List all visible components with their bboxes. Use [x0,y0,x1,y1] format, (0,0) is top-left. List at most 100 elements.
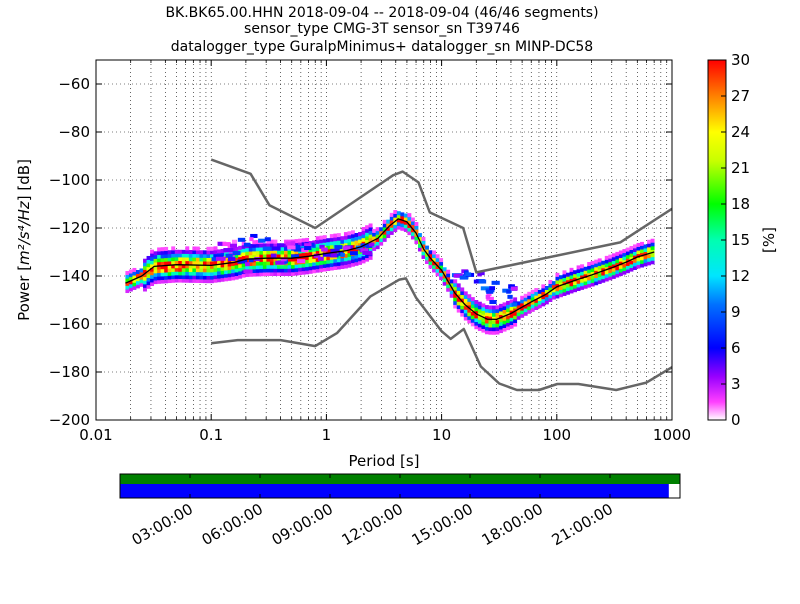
psd-cell [548,287,553,292]
psd-cell [234,257,239,262]
psd-cell [442,281,447,286]
psd-cell [358,253,362,258]
psd-cell [548,290,553,295]
psd-cell [185,267,190,272]
psd-cell [611,253,616,258]
psd-cell [178,253,183,258]
psd-cell [343,253,348,258]
psd-cell [319,239,324,244]
colorbar-tick-label: 24 [731,123,750,141]
psd-cell [597,265,602,270]
psd-cell [432,264,437,269]
psd-cell [164,275,169,280]
psd-cell [322,256,327,261]
psd-cell [266,254,271,259]
psd-cell [234,254,239,259]
psd-cell [171,246,176,251]
psd-cell [224,270,229,275]
timeline-tick-label: 18:00:00 [479,500,546,549]
psd-cell [477,319,482,324]
psd-cell [474,310,479,315]
psd-cell [223,248,234,253]
low-noise-model-line [211,277,672,392]
psd-cell [573,284,578,289]
psd-cell [354,232,359,237]
psd-cell [629,256,634,261]
psd-cell [273,268,278,273]
psd-cell [125,289,130,294]
psd-cell [643,248,648,253]
psd-cell [241,244,246,249]
psd-cell [625,265,630,270]
psd-cell [248,265,253,270]
psd-cell [400,223,405,228]
psd-cell [195,257,200,262]
psd-cell [511,302,518,307]
psd-cell [347,260,352,265]
psd-cell [425,259,429,264]
psd-cell [410,231,415,236]
psd-cell [150,253,155,258]
psd-cell [558,275,563,280]
psd-cell [551,295,556,300]
psd-cell [562,281,567,286]
psd-cell [393,220,398,225]
psd-cell [647,254,652,259]
colorbar-tick-label: 3 [731,375,741,393]
psd-cell [509,306,514,311]
psd-cell [558,289,563,294]
psd-cell [315,261,320,266]
psd-cell [650,256,655,261]
psd-cell [597,272,602,277]
psd-cell [262,272,267,277]
psd-cell [569,278,574,283]
psd-cell [488,312,493,317]
psd-cell [213,254,218,259]
psd-cell [153,280,158,285]
psd-cell [608,276,613,281]
psd-cell [195,246,200,251]
psd-cell [294,257,299,262]
psd-cell [636,253,641,258]
psd-cell [495,330,500,335]
psd-cell [252,261,257,266]
psd-cell [467,312,472,317]
psd-cell [259,272,264,277]
psd-cell [534,295,539,300]
psd-cell [474,325,479,330]
psd-cell [484,308,489,313]
psd-cell [386,226,391,231]
psd-cell [555,280,560,285]
psd-cell [329,241,334,246]
psd-cell [181,257,186,262]
psd-cell [484,312,489,317]
psd-cell [615,262,620,267]
psd-cell [622,252,627,257]
timeline-tick-label: 06:00:00 [199,500,266,549]
psd-cell [467,308,472,313]
psd-cell [262,264,267,269]
psd-cell [456,304,461,309]
psd-cell [601,278,606,283]
psd-cell [188,264,193,269]
psd-cell [287,254,292,259]
psd-cell [477,323,482,328]
psd-cell [213,249,218,254]
psd-cell [266,239,271,244]
psd-cell [291,254,300,259]
psd-cell [269,243,274,248]
psd-cell [291,261,296,266]
psd-cell [220,259,225,264]
psd-cell [495,312,500,317]
psd-cell [167,271,172,276]
psd-cell [386,234,391,239]
psd-cell [506,315,511,320]
psd-cell [407,223,412,228]
psd-cell [513,304,518,309]
psd-cell [304,243,312,248]
psd-cell [234,264,239,269]
psd-cell [153,269,158,274]
psd-cell [460,294,465,299]
psd-cell [573,288,578,293]
psd-cell [294,264,299,269]
